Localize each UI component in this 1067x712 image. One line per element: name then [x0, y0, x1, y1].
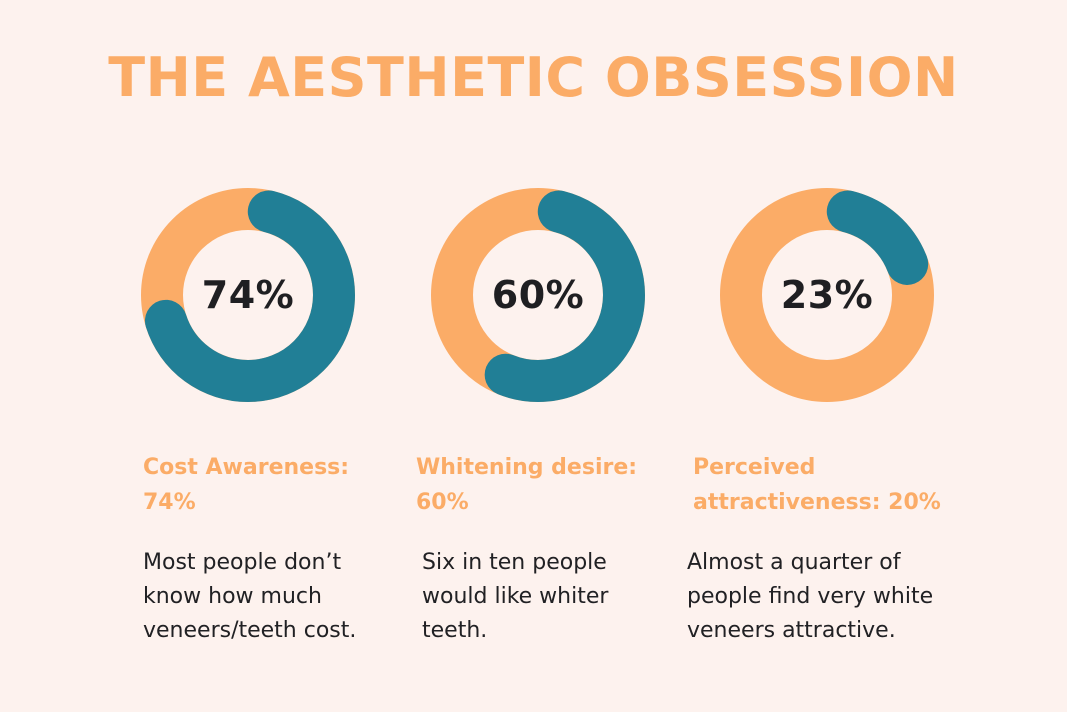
stat-description: Almost a quarter of people find very whi… [687, 550, 934, 643]
donut-center-percent: 60% [491, 273, 585, 317]
stat-label-line2: attractiveness: 20% [693, 490, 941, 515]
stat-label: Whitening desire: 60% [416, 450, 676, 520]
donut-svg [431, 188, 645, 402]
stat-card-whitening-desire: Whitening desire: 60% Six in ten people … [416, 450, 676, 648]
donut-svg [141, 188, 355, 402]
stat-label: Cost Awareness: 74% [143, 450, 393, 520]
donut-center-percent: 23% [780, 273, 874, 317]
donut-chart-whitening-desire: 60% [431, 188, 645, 402]
stat-label-line1: Cost Awareness: [143, 455, 350, 480]
page-title: THE AESTHETIC OBSESSION [108, 46, 959, 109]
stat-label-line1: Whitening desire: [416, 455, 638, 480]
stat-label-line2: 74% [143, 490, 196, 515]
stat-description: Six in ten people would like whiter teet… [422, 550, 609, 643]
stat-card-cost-awareness: Cost Awareness: 74% Most people don’t kn… [143, 450, 393, 648]
donut-chart-cost-awareness: 74% [141, 188, 355, 402]
stat-card-perceived-attractiveness: Perceived attractiveness: 20% Almost a q… [687, 450, 980, 648]
donut-value-arc [720, 188, 934, 402]
donut-value-arc [141, 188, 355, 402]
donut-chart-perceived-attractiveness: 23% [720, 188, 934, 402]
donut-center-percent: 74% [201, 273, 295, 317]
donut-svg [720, 188, 934, 402]
stat-label-line1: Perceived [693, 455, 816, 480]
stat-label: Perceived attractiveness: 20% [690, 450, 980, 520]
stat-label-line2: 60% [416, 490, 469, 515]
donut-value-arc [431, 188, 645, 402]
stat-description: Most people don’t know how much veneers/… [143, 550, 357, 643]
